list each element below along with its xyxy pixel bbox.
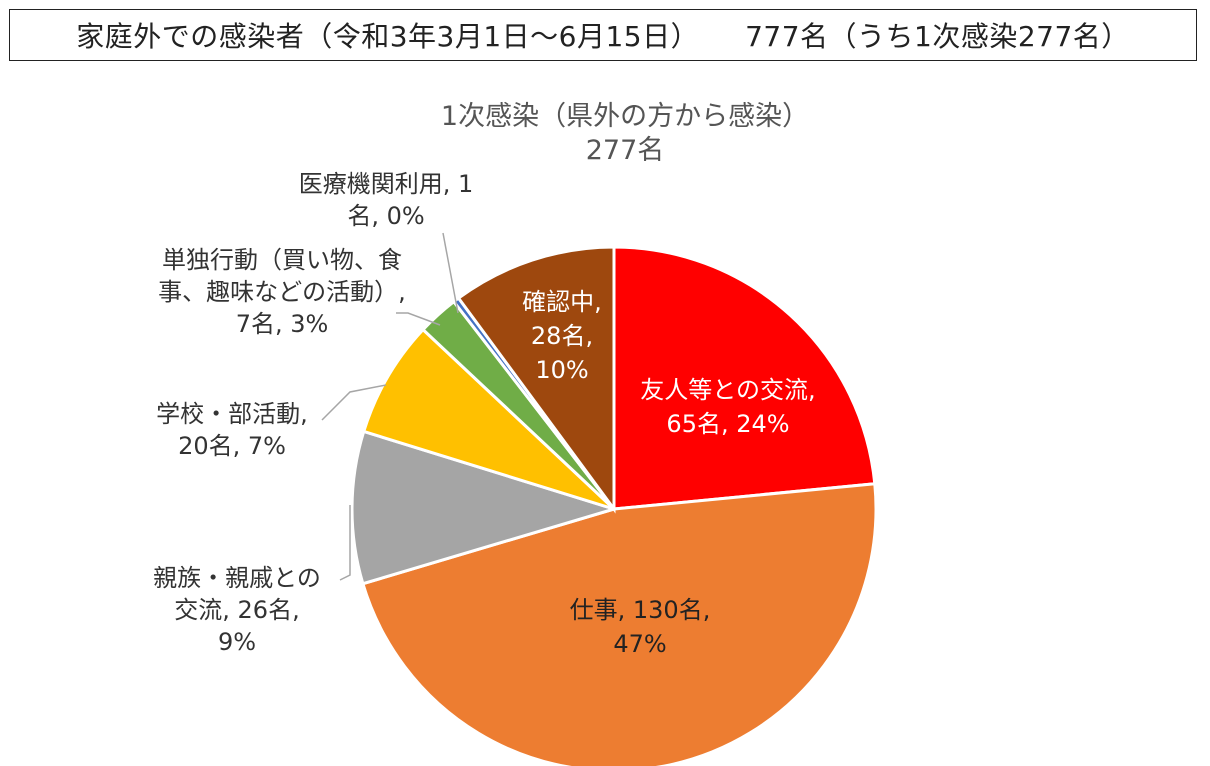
slice-label: 親族・親戚との交流, 26名, 9%	[153, 564, 321, 656]
slice-label-line: 事、趣味などの活動）,	[158, 278, 406, 306]
leader-line	[442, 232, 459, 314]
slice-label-line: 医療機関利用, 1	[299, 170, 474, 198]
slice-label: 確認中, 28名, 10%	[522, 288, 602, 384]
slice-label: 医療機関利用, 1 名, 0%	[299, 170, 474, 230]
pie-slice	[350, 429, 620, 586]
leader-line	[321, 384, 387, 421]
header-total: 777名（うち1次感染277名）	[745, 20, 1130, 53]
slice-label-line: 28名,	[531, 322, 593, 350]
slice-label-line: 10%	[535, 356, 588, 384]
slice-label-line: 親族・親戚との	[153, 564, 321, 592]
leader-line	[339, 505, 351, 581]
chart-subtitle: 277名	[585, 135, 665, 166]
slice-label-line: 確認中,	[522, 288, 602, 316]
header-main: 家庭外での感染者（令和3年3月1日～6月15日）	[76, 20, 700, 53]
slice-label-line: 単独行動（買い物、食	[162, 246, 402, 274]
slice-label-line: 友人等との交流,	[640, 376, 815, 404]
slice-label-line: 学校・部活動,	[156, 400, 308, 428]
pie-slice	[456, 245, 616, 514]
slice-label-line: 7名, 3%	[236, 310, 329, 338]
slice-label: 単独行動（買い物、食事、趣味などの活動）, 7名, 3%	[158, 246, 406, 338]
slice-label-line: 仕事, 130名,	[570, 596, 711, 624]
slice-label: 仕事, 130名, 47%	[570, 596, 711, 658]
slice-label: 友人等との交流, 65名, 24%	[640, 376, 815, 438]
pie-slice	[361, 327, 616, 511]
slice-label-line: 9%	[218, 628, 256, 656]
slice-label-line: 交流, 26名,	[174, 596, 299, 624]
slice-label: 学校・部活動, 20名, 7%	[156, 400, 308, 460]
leader-line	[396, 312, 441, 326]
chart-title-block: 1次感染（県外の方から感染） 277名	[380, 100, 870, 168]
slice-label-line: 名, 0%	[347, 202, 424, 230]
chart-title: 1次感染（県外の方から感染）	[440, 101, 810, 132]
pie-slice	[612, 245, 877, 511]
slice-label-line: 47%	[613, 630, 666, 658]
pie-slice	[361, 482, 878, 766]
slice-label-line: 65名, 24%	[666, 410, 789, 438]
slice-label-line: 20名, 7%	[178, 432, 286, 460]
header-box: 家庭外での感染者（令和3年3月1日～6月15日） 777名（うち1次感染277名…	[9, 9, 1197, 61]
